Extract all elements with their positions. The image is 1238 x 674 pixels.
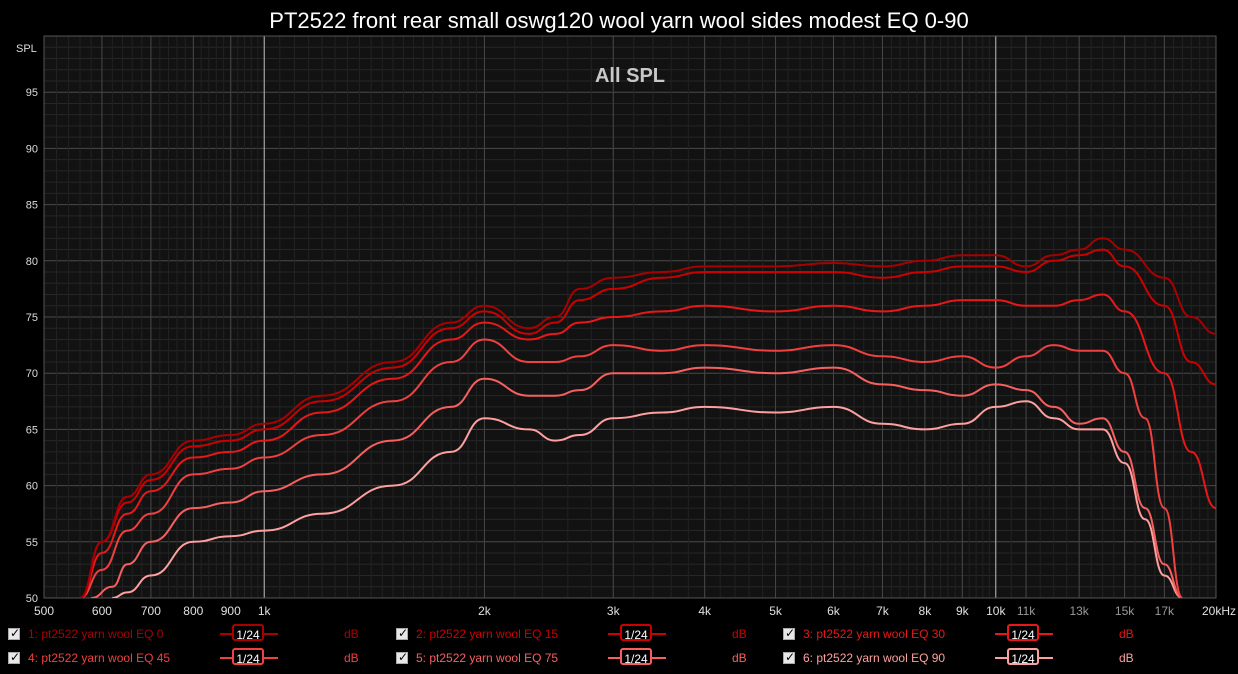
legend-checkbox[interactable] xyxy=(8,626,20,640)
minor-grid xyxy=(43,35,1217,599)
legend-checkbox[interactable] xyxy=(396,650,408,664)
y-tick-labels: 50 55 60 65 70 75 80 85 90 95 xyxy=(26,87,38,605)
x-tick-label: 1k xyxy=(258,604,272,618)
x-tick-label: 500 xyxy=(34,604,54,618)
unit-label: dB xyxy=(1119,627,1134,641)
x-tick-label: 600 xyxy=(92,604,112,618)
x-tick-label: 11k xyxy=(1017,604,1036,618)
legend-label: 3: pt2522 yarn wool EQ 30 xyxy=(803,627,946,641)
series-line xyxy=(79,237,1216,598)
series-line xyxy=(79,338,1184,598)
unit-label: dB xyxy=(732,651,747,665)
unit-label: dB xyxy=(344,627,359,641)
y-tick-label: 95 xyxy=(26,87,38,99)
x-tick-label: 7k xyxy=(876,604,890,618)
smoothing-control[interactable]: 1/24 xyxy=(995,624,1053,644)
legend-item[interactable]: 1: pt2522 yarn wool EQ 0 1/24 dB xyxy=(8,624,388,646)
legend-checkbox[interactable] xyxy=(783,650,795,664)
legend-row: 1: pt2522 yarn wool EQ 01/24dB2: pt2522 … xyxy=(0,624,1238,648)
legend-item[interactable]: 4: pt2522 yarn wool EQ 45 1/24 dB xyxy=(8,648,388,670)
legend-label: 4: pt2522 yarn wool EQ 45 xyxy=(28,651,171,665)
x-tick-label: 800 xyxy=(183,604,203,618)
legend-checkbox[interactable] xyxy=(783,626,795,640)
series-lines xyxy=(79,237,1216,598)
x-tick-label: 15k xyxy=(1115,604,1135,618)
series-line xyxy=(79,293,1216,598)
y-tick-label: 60 xyxy=(26,481,38,493)
smoothing-control[interactable]: 1/24 xyxy=(608,648,666,668)
legend-checkbox[interactable] xyxy=(396,626,408,640)
x-tick-label: 900 xyxy=(221,604,241,618)
x-tick-label: 8k xyxy=(919,604,933,618)
legend-item[interactable]: 6: pt2522 yarn wool EQ 90 1/24 dB xyxy=(783,648,1163,670)
smoothing-control[interactable]: 1/24 xyxy=(608,624,666,644)
legend-label: 1: pt2522 yarn wool EQ 0 xyxy=(28,627,164,641)
y-tick-label: 70 xyxy=(26,368,38,380)
x-tick-label: 4k xyxy=(698,604,712,618)
x-tick-label: 2k xyxy=(478,604,492,618)
legend-label: 5: pt2522 yarn wool EQ 75 xyxy=(416,651,559,665)
legend-item[interactable]: 3: pt2522 yarn wool EQ 30 1/24 dB xyxy=(783,624,1163,646)
y-tick-label: 80 xyxy=(26,256,38,268)
legend-label: 6: pt2522 yarn wool EQ 90 xyxy=(803,651,946,665)
legend-row: 4: pt2522 yarn wool EQ 451/24dB5: pt2522… xyxy=(0,648,1238,672)
legend-checkbox[interactable] xyxy=(8,650,20,664)
x-tick-label: 20kHz xyxy=(1202,604,1236,618)
x-tick-label: 13k xyxy=(1069,604,1089,618)
unit-label: dB xyxy=(732,627,747,641)
smoothing-value: 1/24 xyxy=(1007,624,1039,642)
x-tick-label: 10k xyxy=(986,604,1006,618)
smoothing-control[interactable]: 1/24 xyxy=(220,624,278,644)
smoothing-value: 1/24 xyxy=(620,624,652,642)
unit-label: dB xyxy=(344,651,359,665)
x-tick-label: 3k xyxy=(607,604,621,618)
smoothing-value: 1/24 xyxy=(232,648,264,666)
unit-label: dB xyxy=(1119,651,1134,665)
x-tick-labels: 500 600 700 800 900 1k 2k 3k 4k 5k 6k 7k 8k 9k 10k 11k 1… xyxy=(34,604,1236,618)
chart-title: PT2522 front rear small oswg120 wool yar… xyxy=(269,8,969,33)
series-line xyxy=(112,400,1183,598)
x-tick-label: 6k xyxy=(827,604,841,618)
smoothing-control[interactable]: 1/24 xyxy=(995,648,1053,668)
y-tick-label: 75 xyxy=(26,312,38,324)
y-axis-label: SPL xyxy=(16,43,37,55)
chart-subtitle: All SPL xyxy=(595,65,665,87)
y-tick-label: 50 xyxy=(26,593,38,605)
y-tick-label: 65 xyxy=(26,424,38,436)
x-tick-label: 5k xyxy=(769,604,783,618)
legend-item[interactable]: 5: pt2522 yarn wool EQ 75 1/24 dB xyxy=(396,648,776,670)
y-tick-label: 85 xyxy=(26,200,38,212)
series-line xyxy=(91,366,1183,598)
x-tick-label: 17k xyxy=(1155,604,1175,618)
smoothing-value: 1/24 xyxy=(232,624,264,642)
series-line xyxy=(79,248,1216,598)
y-tick-label: 90 xyxy=(26,143,38,155)
legend-label: 2: pt2522 yarn wool EQ 15 xyxy=(416,627,559,641)
smoothing-value: 1/24 xyxy=(620,648,652,666)
plot-frame xyxy=(43,35,1217,599)
smoothing-control[interactable]: 1/24 xyxy=(220,648,278,668)
y-tick-label: 55 xyxy=(26,537,38,549)
x-tick-label: 9k xyxy=(956,604,970,618)
x-tick-label: 700 xyxy=(141,604,161,618)
legend-item[interactable]: 2: pt2522 yarn wool EQ 15 1/24 dB xyxy=(396,624,776,646)
smoothing-value: 1/24 xyxy=(1007,648,1039,666)
